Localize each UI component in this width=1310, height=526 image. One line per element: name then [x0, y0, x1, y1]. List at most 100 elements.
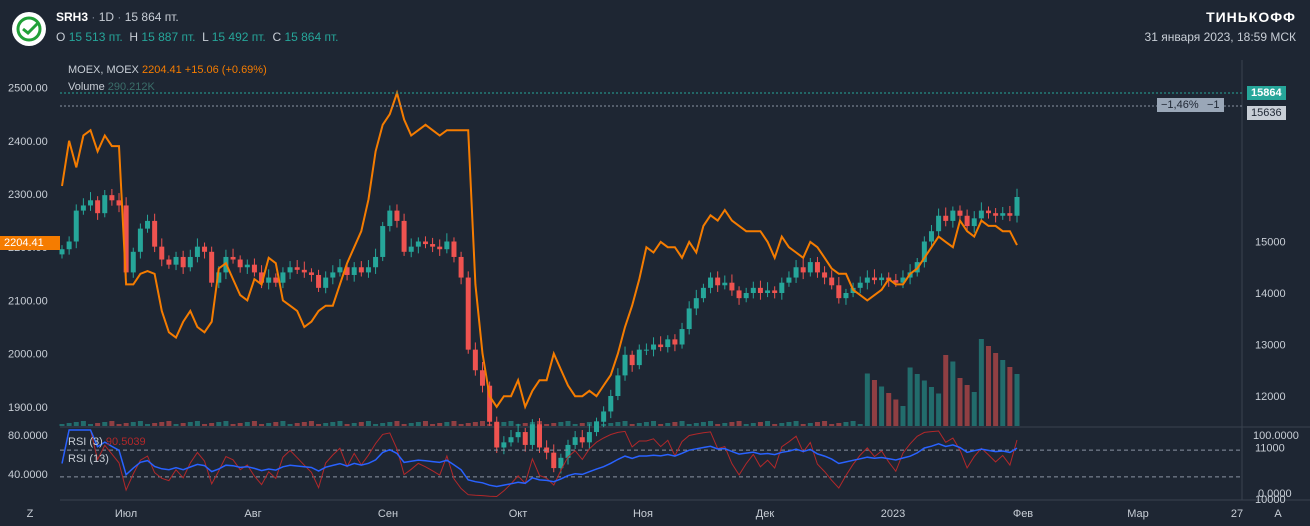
grid-lines — [60, 60, 1310, 501]
volume-legend[interactable]: Volume 290.212K — [68, 81, 155, 93]
volume-bar — [551, 423, 557, 426]
volume-bar — [736, 421, 742, 426]
right-axis-tick: 14000 — [1255, 288, 1286, 300]
compare-change: +15.06 (+0.69%) — [184, 64, 267, 76]
interval[interactable]: 1D — [98, 10, 115, 24]
candle-body — [95, 200, 101, 214]
volume-bar — [643, 422, 649, 426]
candle-body — [829, 277, 835, 286]
rsi13-label: RSI (13) — [68, 453, 109, 465]
high-label: H — [129, 30, 139, 44]
volume-bar — [900, 406, 906, 426]
candle-body — [629, 354, 635, 366]
candle-body — [59, 249, 65, 255]
volume-bar — [137, 421, 143, 426]
volume-bar — [123, 423, 129, 426]
volume-bar — [985, 346, 991, 426]
axes: 2500.002400.002300.002200.002100.002000.… — [8, 83, 1299, 520]
candle-body — [807, 262, 813, 273]
moex-comparison-line — [61, 89, 1018, 410]
candle-body — [472, 349, 478, 371]
candle-body — [686, 308, 692, 330]
rsi13-legend[interactable]: RSI (13) — [68, 453, 109, 465]
volume-bar — [964, 385, 970, 426]
volume-bar — [615, 422, 621, 426]
volume-bar — [629, 424, 635, 426]
volume-bar — [572, 424, 578, 426]
candle-body — [651, 344, 657, 350]
volume-bar — [501, 422, 507, 426]
volume-bar — [280, 421, 286, 426]
candle-body — [950, 210, 956, 221]
x-axis-label: 2023 — [881, 508, 905, 520]
volume-bar — [679, 421, 685, 426]
candle-body — [365, 267, 371, 273]
compare-legend[interactable]: MOEX, MOEX 2204.41 +15.06 (+0.69%) — [68, 64, 267, 76]
volume-bar — [807, 423, 813, 426]
candle-body — [558, 457, 564, 469]
candle-body — [465, 277, 471, 350]
volume-bar — [722, 423, 728, 426]
reference-price-tag: 15636 — [1247, 106, 1286, 120]
candle-body — [308, 272, 314, 275]
candle-body — [722, 282, 728, 286]
candle-body — [765, 290, 771, 293]
volume-bar — [237, 423, 243, 426]
brand-logo: ТИНЬКОФФ — [1206, 9, 1296, 25]
candle-body — [180, 256, 186, 268]
x-axis-label: Июл — [115, 508, 137, 520]
candle-body — [700, 287, 706, 299]
candle-body — [202, 246, 208, 252]
volume-bar — [244, 422, 250, 426]
last-price: 15 864 пт. — [124, 10, 179, 24]
rsi13-line — [61, 429, 1018, 488]
volume-bar — [558, 422, 564, 426]
open-value: 15 513 пт. — [68, 30, 123, 44]
candle-body — [864, 277, 870, 283]
volume-bar — [971, 392, 977, 426]
candle-body — [380, 226, 386, 257]
candle-body — [636, 349, 642, 366]
candle-body — [579, 437, 585, 443]
last-price-tag: 15864 — [1247, 86, 1286, 100]
rsi-right-tick: 100.0000 — [1253, 430, 1299, 442]
volume-bar — [266, 423, 272, 426]
volume-bar — [316, 424, 322, 426]
candle-body — [216, 272, 222, 283]
candle-body — [708, 277, 714, 288]
left-axis-tick: 2000.00 — [8, 349, 48, 361]
volume-bar — [116, 424, 122, 426]
volume-value: 290.212K — [107, 81, 155, 93]
candle-body — [586, 432, 592, 443]
candle-body — [437, 246, 443, 250]
candle-body — [993, 213, 999, 216]
open-label: O — [56, 30, 66, 44]
candle-body — [73, 210, 79, 242]
candle-body — [159, 246, 165, 260]
candle-body — [401, 220, 407, 252]
candle-body — [287, 267, 293, 273]
volume-bar — [451, 421, 457, 426]
volume-bar — [871, 380, 877, 426]
rsi3-line — [61, 429, 1018, 498]
candle-body — [522, 432, 528, 445]
candle-body — [515, 432, 521, 438]
symbol[interactable]: SRH3 — [56, 10, 89, 24]
candle-body — [358, 267, 364, 273]
volume-bar — [465, 423, 471, 426]
volume-bar — [729, 422, 735, 426]
candle-body — [1000, 213, 1006, 216]
volume-bar — [394, 421, 400, 426]
measure-percent[interactable]: −1,46% — [1157, 98, 1203, 112]
rsi3-legend[interactable]: RSI (3) 90.5039 — [68, 436, 146, 448]
candle-body — [487, 385, 493, 422]
volume-bar — [843, 422, 849, 426]
volume-bar — [544, 424, 550, 426]
measure-count[interactable]: −1 — [1203, 98, 1224, 112]
x-axis-label: Фев — [1013, 508, 1033, 520]
volume-bar — [66, 423, 72, 426]
volume-bar — [173, 424, 179, 426]
candle-body — [985, 210, 991, 214]
volume-bar — [323, 423, 329, 426]
